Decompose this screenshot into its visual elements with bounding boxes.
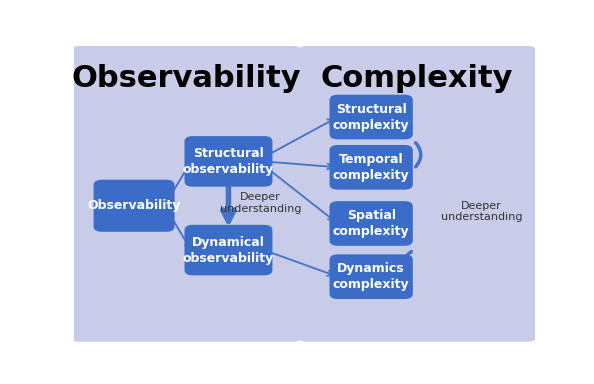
Text: Observability: Observability — [87, 199, 181, 212]
FancyBboxPatch shape — [185, 136, 273, 187]
Text: Structural
observability: Structural observability — [183, 147, 274, 176]
FancyBboxPatch shape — [330, 254, 413, 299]
Text: Temporal
complexity: Temporal complexity — [333, 153, 409, 182]
FancyBboxPatch shape — [330, 201, 413, 246]
Text: Complexity: Complexity — [321, 64, 513, 93]
FancyBboxPatch shape — [185, 225, 273, 275]
Text: Deeper
understanding: Deeper understanding — [441, 201, 522, 222]
FancyBboxPatch shape — [94, 180, 175, 232]
Text: Dynamics
complexity: Dynamics complexity — [333, 262, 409, 291]
Text: Dynamical
observability: Dynamical observability — [183, 236, 274, 265]
FancyBboxPatch shape — [69, 46, 302, 342]
FancyBboxPatch shape — [330, 145, 413, 190]
Text: Deeper
understanding: Deeper understanding — [220, 192, 301, 214]
FancyBboxPatch shape — [298, 46, 537, 342]
Text: Observability: Observability — [71, 64, 301, 93]
Text: Spatial
complexity: Spatial complexity — [333, 209, 409, 238]
Text: Structural
complexity: Structural complexity — [333, 103, 409, 132]
FancyBboxPatch shape — [330, 95, 413, 139]
